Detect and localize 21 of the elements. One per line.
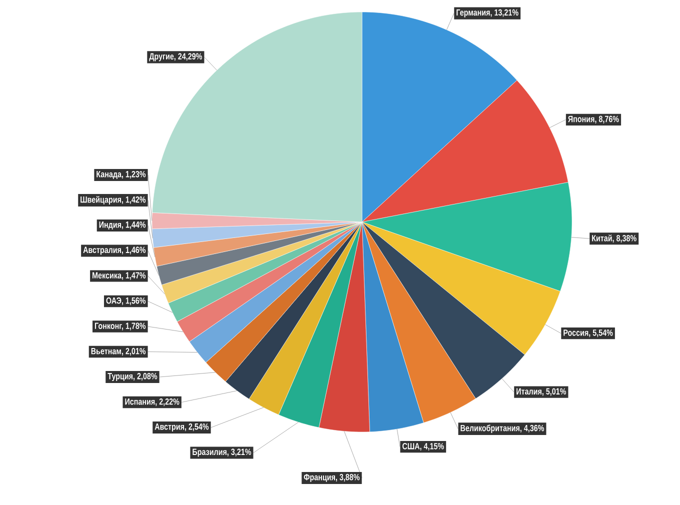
slice-label: Швейцария, 1,42% (80, 196, 146, 205)
slice-label: ОАЭ, 1,56% (106, 297, 146, 306)
slice-label: Франция, 3,88% (304, 474, 360, 482)
slice-label: Индия, 1,44% (99, 221, 146, 230)
slice-label: Испания, 2,22% (125, 398, 180, 406)
slice-label: Германия, 13,21% (456, 9, 518, 18)
slice-label: Великобритания, 4,36% (460, 424, 544, 434)
slice-label: Китай, 8,38% (592, 234, 636, 243)
slice-label: Россия, 5,54% (564, 330, 613, 338)
slice-label: Канада, 1,23% (96, 170, 146, 180)
slice-label: США, 4,15% (402, 442, 444, 451)
slice-label: Япония, 8,76% (568, 116, 619, 124)
slice-label: Другие, 24,29% (149, 53, 202, 62)
slice-label: Бразилия, 3,21% (192, 448, 252, 457)
slice-label: Италия, 5,01% (516, 388, 566, 396)
slice-label: Гонконг, 1,78% (94, 322, 146, 330)
slice-label: Вьетнам, 2,01% (91, 348, 146, 356)
slice-label: Австрия, 2,54% (154, 423, 209, 432)
slice-label: Австралия, 1,46% (83, 246, 146, 255)
slice-label: Мексика, 1,47% (92, 272, 146, 280)
slice-label: Турция, 2,08% (108, 372, 158, 382)
